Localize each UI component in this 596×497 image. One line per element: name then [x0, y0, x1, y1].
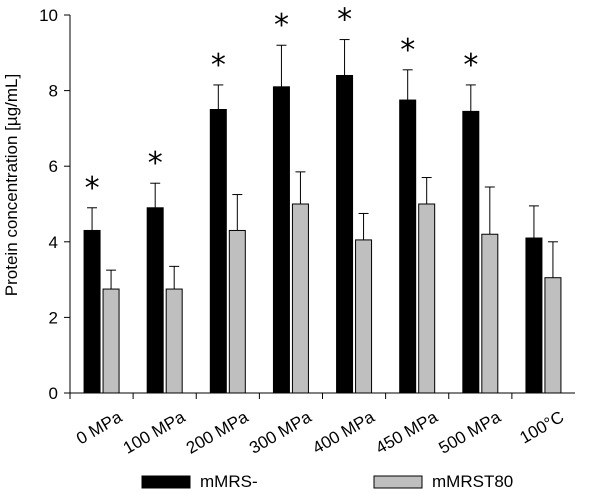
x-tick-label: 400 MPa: [309, 407, 378, 458]
x-tick-label: 0 MPa: [73, 407, 126, 448]
bar-mmrs: [462, 110, 480, 394]
y-tick-label: 8: [49, 82, 58, 101]
x-tick-label: 500 MPa: [436, 407, 505, 458]
bar-mmrs: [272, 86, 290, 394]
x-tick-label: 200 MPa: [183, 407, 252, 458]
bar-mmrst80: [544, 277, 562, 394]
bar-mmrst80: [228, 229, 246, 394]
x-tick-label: 300 MPa: [246, 407, 315, 458]
bar-mmrst80: [481, 233, 499, 394]
significance-star: *: [148, 146, 163, 181]
x-tick-label: 100 MPa: [120, 407, 189, 458]
bar-mmrs: [83, 229, 101, 394]
y-tick-label: 10: [39, 6, 58, 25]
bars: [83, 39, 562, 394]
bar-mmrs: [399, 99, 417, 394]
bar-mmrst80: [102, 288, 120, 394]
y-tick-label: 4: [49, 233, 58, 252]
bar-mmrst80: [165, 288, 183, 394]
legend-swatch: [373, 475, 423, 489]
bar-mmrs: [209, 109, 227, 394]
axes: [64, 14, 575, 399]
bar-mmrs: [336, 74, 354, 394]
y-tick-label: 0: [49, 384, 58, 403]
bar-mmrs: [146, 207, 164, 394]
bar-mmrst80: [418, 203, 436, 394]
legend-swatch: [141, 475, 191, 489]
x-tick-label: 100°C: [516, 407, 567, 447]
bar-mmrs: [525, 237, 543, 394]
significance-star: *: [337, 3, 352, 38]
significance-star: *: [400, 33, 415, 68]
significance-star: *: [211, 48, 226, 83]
significance-star: *: [85, 171, 100, 206]
legend-label: mMRS-: [200, 472, 258, 491]
bar-mmrst80: [355, 239, 373, 394]
y-tick-label: 6: [49, 157, 58, 176]
y-tick-label: 2: [49, 308, 58, 327]
significance-star: *: [274, 8, 289, 43]
legend-label: mMRST80: [432, 472, 513, 491]
y-axis-title: Protein concentration [µg/mL]: [2, 74, 21, 296]
x-tick-label: 450 MPa: [372, 407, 441, 458]
significance-star: *: [463, 48, 478, 83]
bar-mmrst80: [291, 203, 309, 394]
legend: mMRS-mMRST80: [141, 472, 513, 491]
